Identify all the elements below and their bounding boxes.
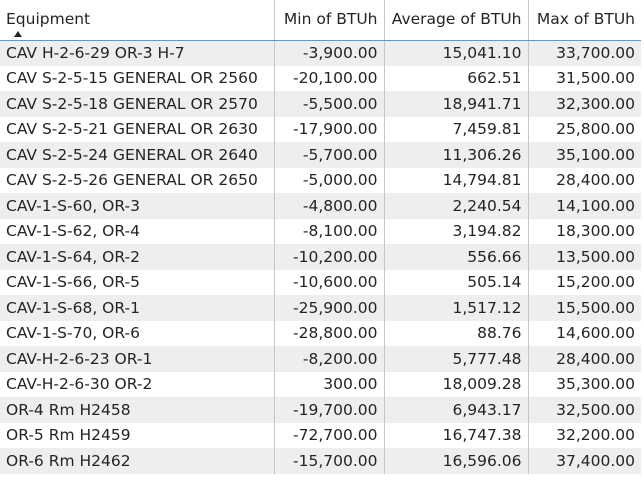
cell-equipment: CAV-H-2-6-30 OR-2 (0, 371, 275, 397)
table-row[interactable]: CAV-H-2-6-30 OR-2 300.00 18,009.28 35,300.0… (0, 371, 641, 397)
cell-average-btuh: 662.51 (384, 65, 529, 91)
cell-average-btuh: 18,009.28 (384, 371, 529, 397)
cell-max-btuh: 15,200.00 (528, 269, 641, 295)
cell-average-btuh: 88.76 (384, 320, 529, 346)
cell-average-btuh: 6,943.17 (384, 397, 529, 423)
cell-average-btuh: 15,041.10 (384, 40, 529, 66)
cell-min-btuh: -15,700.00 (274, 448, 385, 474)
cell-average-btuh: 11,306.26 (384, 142, 529, 168)
cell-min-btuh: -17,900.00 (274, 116, 385, 142)
cell-average-btuh: 1,517.12 (384, 295, 529, 321)
cell-average-btuh: 14,794.81 (384, 167, 529, 193)
equipment-btuh-table: Equipment Min of BTUh Average of BTUh Ma… (0, 0, 641, 474)
cell-min-btuh: -5,000.00 (274, 167, 385, 193)
cell-average-btuh: 16,747.38 (384, 422, 529, 448)
cell-min-btuh: -28,800.00 (274, 320, 385, 346)
cell-equipment: CAV S-2-5-15 GENERAL OR 2560 (0, 65, 275, 91)
cell-max-btuh: 14,100.00 (528, 193, 641, 219)
column-header-label: Equipment (6, 10, 91, 28)
cell-equipment: OR-4 Rm H2458 (0, 397, 275, 423)
cell-max-btuh: 25,800.00 (528, 116, 641, 142)
column-header-average-btuh[interactable]: Average of BTUh (384, 0, 529, 41)
cell-equipment: OR-6 Rm H2462 (0, 448, 275, 474)
cell-max-btuh: 18,300.00 (528, 218, 641, 244)
cell-max-btuh: 28,400.00 (528, 346, 641, 372)
cell-max-btuh: 15,500.00 (528, 295, 641, 321)
table-row[interactable]: CAV S-2-5-15 GENERAL OR 2560 -20,100.00 66… (0, 65, 641, 91)
cell-min-btuh: -8,100.00 (274, 218, 385, 244)
table-row[interactable]: OR-6 Rm H2462 -15,700.00 16,596.06 37,400.0… (0, 448, 641, 474)
table-row[interactable]: CAV S-2-5-26 GENERAL OR 2650 -5,000.00 14,… (0, 167, 641, 193)
cell-max-btuh: 31,500.00 (528, 65, 641, 91)
cell-max-btuh: 35,100.00 (528, 142, 641, 168)
cell-max-btuh: 28,400.00 (528, 167, 641, 193)
cell-average-btuh: 2,240.54 (384, 193, 529, 219)
cell-average-btuh: 3,194.82 (384, 218, 529, 244)
table-row[interactable]: CAV-1-S-68, OR-1 -25,900.00 1,517.12 15,500… (0, 295, 641, 321)
column-header-label: Average of BTUh (391, 10, 522, 28)
cell-equipment: OR-5 Rm H2459 (0, 422, 275, 448)
cell-min-btuh: -8,200.00 (274, 346, 385, 372)
cell-max-btuh: 13,500.00 (528, 244, 641, 270)
cell-equipment: CAV S-2-5-18 GENERAL OR 2570 (0, 91, 275, 117)
cell-min-btuh: -5,700.00 (274, 142, 385, 168)
column-header-equipment[interactable]: Equipment (0, 0, 275, 41)
table-row[interactable]: CAV S-2-5-21 GENERAL OR 2630 -17,900.00 7,… (0, 116, 641, 142)
cell-min-btuh: -5,500.00 (274, 91, 385, 117)
table-row[interactable]: CAV-1-S-60, OR-3 -4,800.00 2,240.54 14,100.… (0, 193, 641, 219)
cell-equipment: CAV-1-S-62, OR-4 (0, 218, 275, 244)
cell-max-btuh: 14,600.00 (528, 320, 641, 346)
cell-average-btuh: 7,459.81 (384, 116, 529, 142)
column-header-max-btuh[interactable]: Max of BTUh (528, 0, 641, 41)
column-header-label: Min of BTUh (283, 10, 378, 28)
cell-max-btuh: 33,700.00 (528, 40, 641, 66)
table-row[interactable]: CAV-1-S-70, OR-6 -28,800.00 88.76 14,600.00 (0, 320, 641, 346)
cell-min-btuh: 300.00 (274, 371, 385, 397)
cell-average-btuh: 16,596.06 (384, 448, 529, 474)
cell-equipment: CAV S-2-5-21 GENERAL OR 2630 (0, 116, 275, 142)
table-row[interactable]: OR-4 Rm H2458 -19,700.00 6,943.17 32,500.00 (0, 397, 641, 423)
cell-min-btuh: -25,900.00 (274, 295, 385, 321)
cell-equipment: CAV-1-S-70, OR-6 (0, 320, 275, 346)
cell-average-btuh: 5,777.48 (384, 346, 529, 372)
column-header-min-btuh[interactable]: Min of BTUh (274, 0, 385, 41)
cell-equipment: CAV S-2-5-24 GENERAL OR 2640 (0, 142, 275, 168)
cell-min-btuh: -20,100.00 (274, 65, 385, 91)
cell-min-btuh: -3,900.00 (274, 40, 385, 66)
cell-min-btuh: -72,700.00 (274, 422, 385, 448)
cell-min-btuh: -4,800.00 (274, 193, 385, 219)
cell-max-btuh: 35,300.00 (528, 371, 641, 397)
cell-average-btuh: 505.14 (384, 269, 529, 295)
table-row[interactable]: CAV S-2-5-24 GENERAL OR 2640 -5,700.00 11,… (0, 142, 641, 168)
table-row[interactable]: CAV-1-S-62, OR-4 -8,100.00 3,194.82 18,300.… (0, 218, 641, 244)
cell-equipment: CAV-1-S-66, OR-5 (0, 269, 275, 295)
cell-max-btuh: 32,200.00 (528, 422, 641, 448)
cell-equipment: CAV-1-S-68, OR-1 (0, 295, 275, 321)
table-row[interactable]: CAV-1-S-66, OR-5 -10,600.00 505.14 15,200.0… (0, 269, 641, 295)
cell-min-btuh: -10,200.00 (274, 244, 385, 270)
cell-average-btuh: 18,941.71 (384, 91, 529, 117)
sort-ascending-icon[interactable] (14, 31, 22, 37)
table-row[interactable]: CAV H-2-6-29 OR-3 H-7 -3,900.00 15,041.10 3… (0, 40, 641, 66)
cell-equipment: CAV H-2-6-29 OR-3 H-7 (0, 40, 275, 66)
table-row[interactable]: OR-5 Rm H2459 -72,700.00 16,747.38 32,200.0… (0, 422, 641, 448)
cell-max-btuh: 32,300.00 (528, 91, 641, 117)
cell-min-btuh: -10,600.00 (274, 269, 385, 295)
cell-equipment: CAV-H-2-6-23 OR-1 (0, 346, 275, 372)
cell-equipment: CAV-1-S-60, OR-3 (0, 193, 275, 219)
table-row[interactable]: CAV S-2-5-18 GENERAL OR 2570 -5,500.00 18,… (0, 91, 641, 117)
header-row: Equipment Min of BTUh Average of BTUh Ma… (0, 0, 641, 41)
cell-max-btuh: 37,400.00 (528, 448, 641, 474)
cell-max-btuh: 32,500.00 (528, 397, 641, 423)
cell-equipment: CAV S-2-5-26 GENERAL OR 2650 (0, 167, 275, 193)
cell-min-btuh: -19,700.00 (274, 397, 385, 423)
table-header: Equipment Min of BTUh Average of BTUh Ma… (0, 0, 641, 41)
table-body: CAV H-2-6-29 OR-3 H-7 -3,900.00 15,041.10 3… (0, 40, 641, 474)
cell-equipment: CAV-1-S-64, OR-2 (0, 244, 275, 270)
cell-average-btuh: 556.66 (384, 244, 529, 270)
table-row[interactable]: CAV-1-S-64, OR-2 -10,200.00 556.66 13,500.0… (0, 244, 641, 270)
column-header-label: Max of BTUh (536, 10, 635, 28)
table-row[interactable]: CAV-H-2-6-23 OR-1 -8,200.00 5,777.48 28,400… (0, 346, 641, 372)
